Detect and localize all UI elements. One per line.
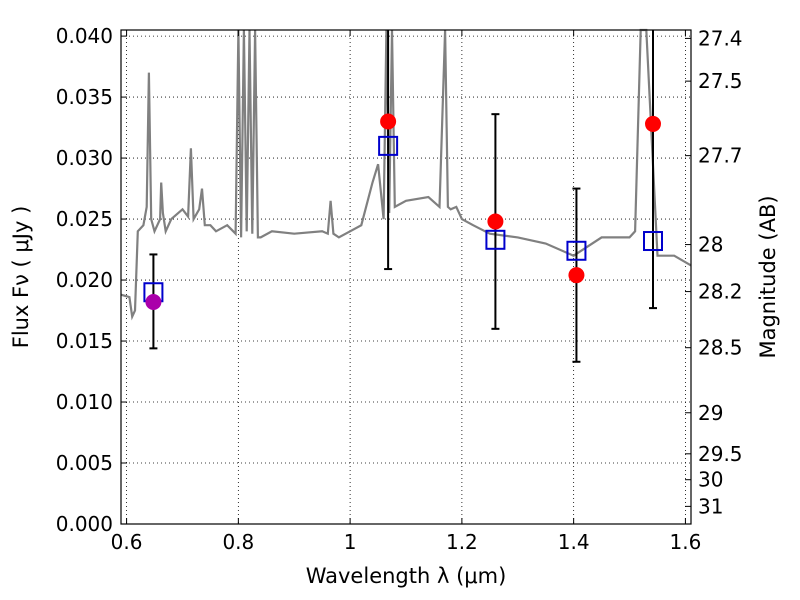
model-photometry-point <box>485 229 506 250</box>
magnitude-tick-label: 27.4 <box>698 26 743 50</box>
model-photometry-points <box>143 135 663 303</box>
observed-point <box>380 113 397 130</box>
magnitude-tick-label: 27.7 <box>698 144 743 168</box>
x-axis-label: Wavelength λ (μm) <box>306 564 507 588</box>
observed-point <box>145 294 162 311</box>
x-tick-label: 0.8 <box>222 530 254 554</box>
magnitude-tick-label: 29.5 <box>698 442 743 466</box>
x-tick-label: 1 <box>344 530 357 554</box>
observed-point <box>645 115 661 132</box>
y-tick-label: 0.040 <box>56 24 113 48</box>
y-tick-label: 0.015 <box>56 329 113 353</box>
x-tick-label: 1.2 <box>446 530 478 554</box>
magnitude-axis-label: Magnitude (AB) <box>756 195 780 358</box>
x-tick-label: 0.6 <box>111 530 143 554</box>
magnitude-tick-label: 29 <box>698 401 723 425</box>
magnitude-tick-label: 31 <box>698 494 723 518</box>
model-spectrum-line <box>120 28 692 321</box>
grid <box>121 30 691 525</box>
magnitude-tick-label: 28 <box>698 233 723 257</box>
plot-frame <box>120 29 692 525</box>
x-tick-label: 1.4 <box>558 530 590 554</box>
y-axis-label: Flux Fν ( μJy ) <box>9 206 33 349</box>
y-tick-label: 0.000 <box>56 512 113 536</box>
error-bars <box>149 30 657 363</box>
x-axis-ticks: 0.6 0.8 1 1.2 1.4 1.6 <box>111 30 702 554</box>
y-tick-label: 0.035 <box>56 85 113 109</box>
magnitude-tick-label: 28.2 <box>698 280 743 304</box>
y-tick-label: 0.005 <box>56 451 113 475</box>
y-tick-label: 0.025 <box>56 207 113 231</box>
observed-point <box>568 267 585 284</box>
model-photometry-point <box>566 240 587 261</box>
observed-points <box>145 113 661 311</box>
model-photometry-point <box>378 135 399 156</box>
y-tick-label: 0.020 <box>56 268 113 292</box>
observed-point <box>487 213 504 230</box>
y-tick-label: 0.010 <box>56 390 113 414</box>
model-spectrum <box>120 28 692 321</box>
y-axis-ticks: 0.000 0.005 0.010 0.015 0.020 0.025 0.030 0.035… <box>56 24 127 536</box>
magnitude-tick-label: 30 <box>698 468 723 492</box>
magnitude-tick-label: 27.5 <box>698 69 743 93</box>
y-tick-label: 0.030 <box>56 146 113 170</box>
x-tick-label: 1.6 <box>670 530 702 554</box>
model-photometry-point <box>643 231 663 252</box>
magnitude-tick-label: 28.5 <box>698 336 743 360</box>
